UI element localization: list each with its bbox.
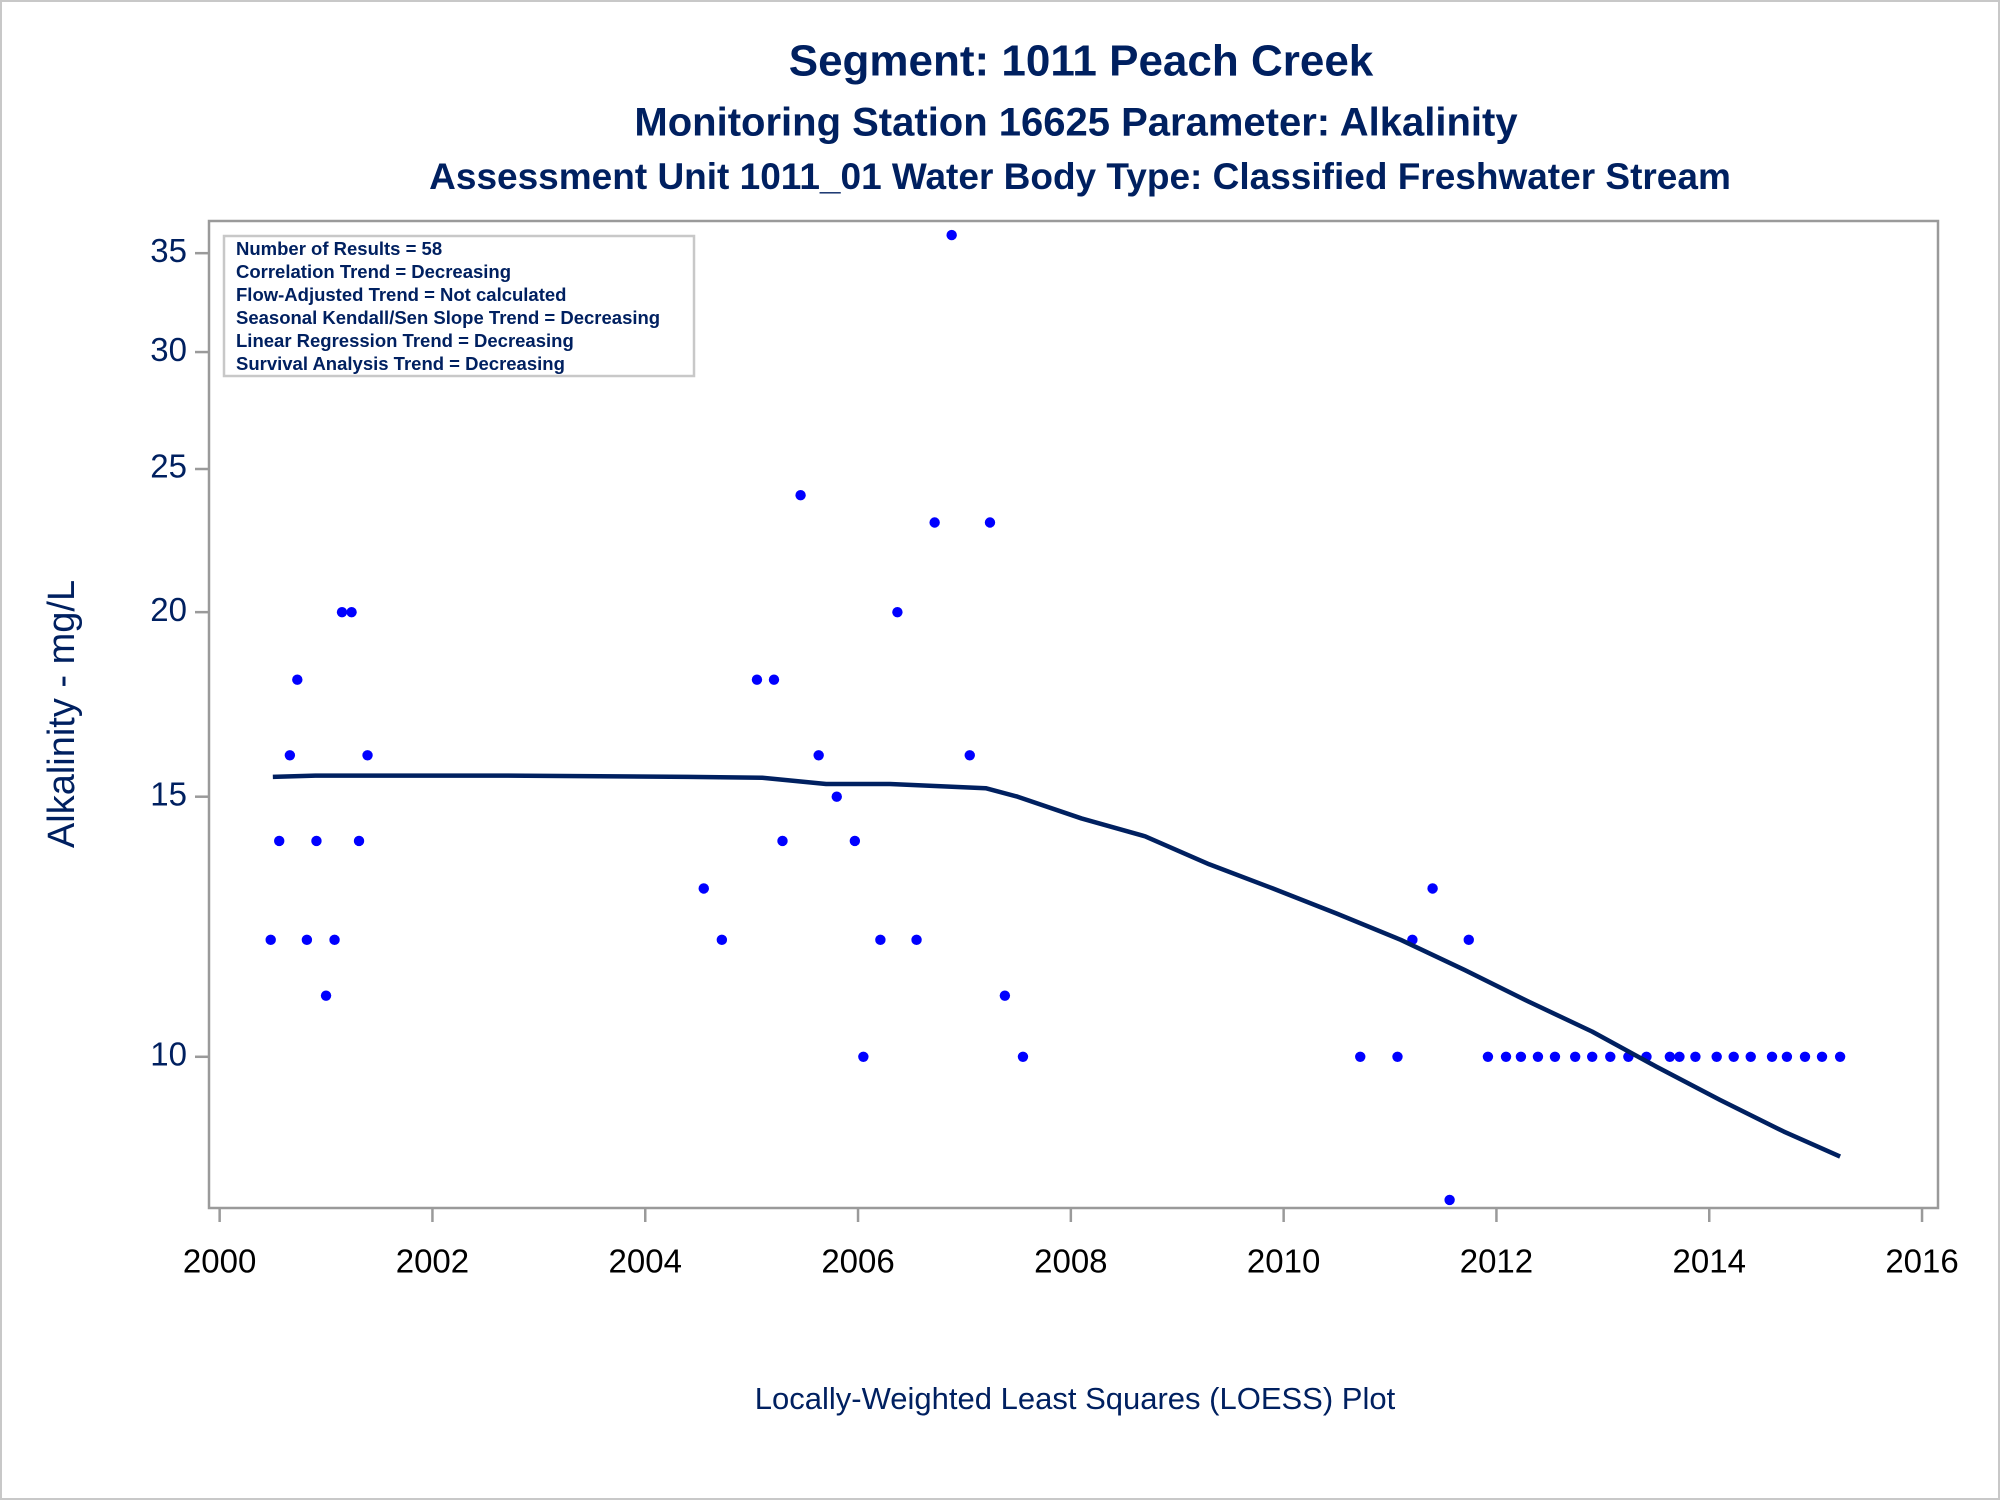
chart-subtitle: Monitoring Station 16625 Parameter: Alka… bbox=[634, 101, 1518, 145]
data-point bbox=[1355, 1051, 1366, 1062]
data-point bbox=[336, 606, 348, 618]
data-point bbox=[362, 750, 373, 761]
data-point bbox=[984, 517, 996, 528]
data-point bbox=[320, 990, 332, 1001]
x-tick-label: 2008 bbox=[1034, 1243, 1107, 1280]
data-point bbox=[329, 934, 340, 946]
data-point bbox=[301, 934, 313, 946]
chart-title: Segment: 1011 Peach Creek bbox=[789, 37, 1374, 86]
data-point bbox=[849, 835, 861, 847]
data-point bbox=[777, 835, 788, 847]
data-point bbox=[1664, 1051, 1676, 1062]
y-tick-label: 25 bbox=[150, 448, 187, 485]
data-point bbox=[1427, 883, 1438, 894]
annotation-box bbox=[222, 234, 696, 378]
annotation-text: Linear Regression Trend = Decreasing bbox=[236, 330, 574, 351]
data-point bbox=[1816, 1051, 1828, 1062]
data-point bbox=[716, 934, 728, 946]
data-point bbox=[858, 1051, 869, 1062]
x-axis-title: Locally-Weighted Least Squares (LOESS) P… bbox=[755, 1381, 1396, 1416]
annotation-text: Correlation Trend = Decreasing bbox=[236, 261, 511, 282]
data-point bbox=[292, 674, 303, 685]
data-point bbox=[1674, 1051, 1685, 1062]
data-point bbox=[284, 750, 296, 761]
data-point bbox=[311, 835, 322, 847]
data-point bbox=[274, 835, 285, 847]
data-point bbox=[946, 229, 957, 241]
data-point bbox=[1605, 1051, 1616, 1062]
x-tick-label: 2004 bbox=[609, 1243, 682, 1280]
data-point bbox=[1690, 1051, 1701, 1062]
data-point bbox=[1482, 1051, 1494, 1062]
data-point bbox=[892, 606, 903, 618]
plot-area bbox=[207, 219, 1940, 1210]
x-tick-label: 2010 bbox=[1247, 1243, 1320, 1280]
y-tick-label: 30 bbox=[150, 331, 187, 368]
chart-subtitle: Assessment Unit 1011_01 Water Body Type:… bbox=[429, 156, 1731, 197]
data-point bbox=[1587, 1051, 1598, 1062]
data-point bbox=[1569, 1051, 1581, 1062]
annotation-text: Survival Analysis Trend = Decreasing bbox=[236, 353, 565, 374]
data-point bbox=[1515, 1051, 1527, 1062]
data-point bbox=[831, 791, 842, 802]
y-tick-label: 20 bbox=[150, 591, 187, 628]
data-point bbox=[1711, 1051, 1722, 1062]
loess-line bbox=[272, 773, 1842, 1159]
data-point bbox=[813, 750, 824, 761]
x-tick-label: 2002 bbox=[396, 1243, 469, 1280]
data-point bbox=[1781, 1051, 1793, 1062]
y-axis-title: Alkalinity - mg/L bbox=[41, 580, 83, 848]
data-point bbox=[1728, 1051, 1739, 1062]
x-tick-label: 2006 bbox=[821, 1243, 894, 1280]
data-point bbox=[698, 883, 709, 894]
data-point bbox=[1500, 1051, 1512, 1062]
data-point bbox=[795, 489, 806, 501]
data-point bbox=[964, 750, 975, 761]
data-point bbox=[1766, 1051, 1778, 1062]
data-point bbox=[911, 934, 922, 946]
x-tick-label: 2016 bbox=[1885, 1243, 1958, 1280]
data-point bbox=[999, 990, 1011, 1001]
data-point bbox=[1549, 1051, 1561, 1062]
data-point bbox=[1834, 1051, 1846, 1062]
data-point bbox=[1799, 1051, 1811, 1062]
data-point bbox=[346, 606, 357, 618]
data-point bbox=[1532, 1051, 1544, 1062]
annotation-text: Seasonal Kendall/Sen Slope Trend = Decre… bbox=[236, 307, 660, 328]
data-point bbox=[1745, 1051, 1756, 1062]
x-tick-label: 2014 bbox=[1673, 1243, 1746, 1280]
data-point bbox=[1392, 1051, 1403, 1062]
data-point bbox=[1463, 934, 1474, 946]
data-point bbox=[265, 934, 276, 946]
data-point bbox=[875, 934, 886, 946]
annotation-text: Flow-Adjusted Trend = Not calculated bbox=[236, 284, 566, 305]
y-tick-label: 35 bbox=[150, 232, 187, 269]
data-point bbox=[929, 517, 940, 528]
annotation-text: Number of Results = 58 bbox=[236, 238, 442, 259]
x-tick-label: 2012 bbox=[1460, 1243, 1533, 1280]
data-point bbox=[768, 674, 780, 685]
data-point bbox=[353, 835, 365, 847]
y-tick-label: 15 bbox=[150, 775, 187, 812]
data-point bbox=[1017, 1051, 1029, 1062]
data-point bbox=[1444, 1194, 1455, 1206]
x-tick-label: 2000 bbox=[183, 1243, 256, 1280]
y-tick-label: 10 bbox=[150, 1036, 187, 1073]
data-point bbox=[751, 674, 763, 685]
